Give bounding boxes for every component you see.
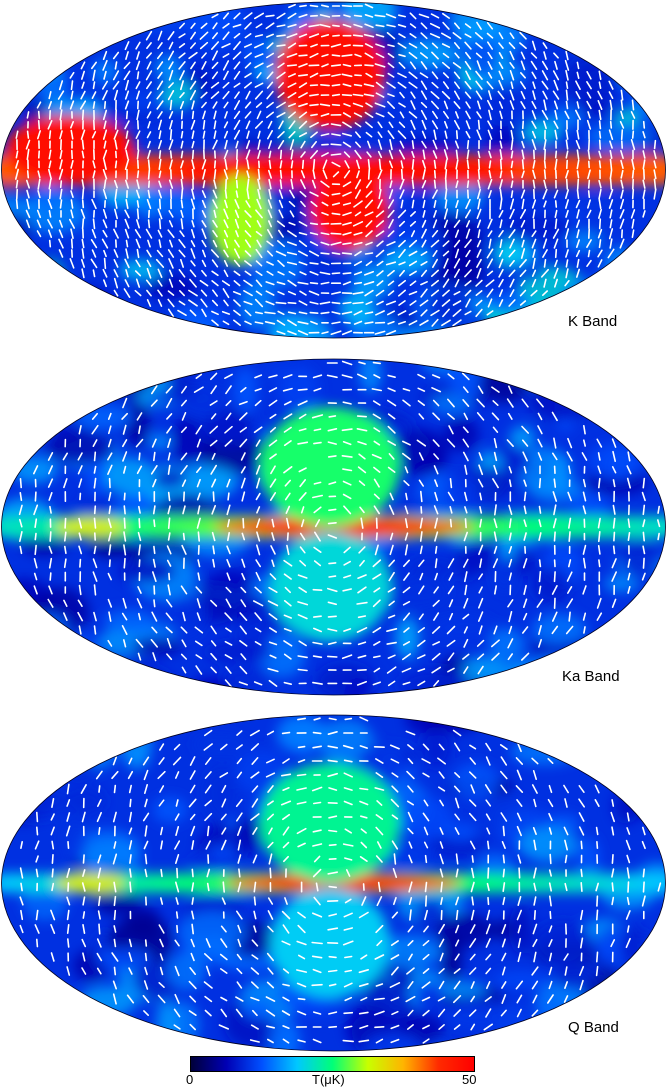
map-outline <box>1 714 666 1052</box>
polarization-vectors <box>15 3 657 336</box>
polarization-vectors <box>19 716 662 1044</box>
map-outline <box>1 358 666 696</box>
k-band-label: K Band <box>568 313 618 330</box>
sky-map-field <box>1 715 666 1051</box>
k-band-polarization-map <box>1 1 666 339</box>
temperature-colorbar <box>190 1056 475 1072</box>
q-band-label: Q Band <box>568 1019 619 1036</box>
ka-band-polarization-map <box>1 358 666 696</box>
q-band-polarization-map <box>1 714 666 1052</box>
ka-band-label: Ka Band <box>562 668 620 685</box>
sky-map-field <box>1 359 666 695</box>
colorbar-max-label: 50 <box>462 1072 477 1087</box>
colorbar-min-label: 0 <box>186 1072 194 1087</box>
sky-map-field <box>1 2 666 338</box>
polarization-vectors <box>18 360 661 688</box>
map-outline <box>1 1 666 339</box>
colorbar-unit-label: T(μK) <box>312 1072 345 1087</box>
